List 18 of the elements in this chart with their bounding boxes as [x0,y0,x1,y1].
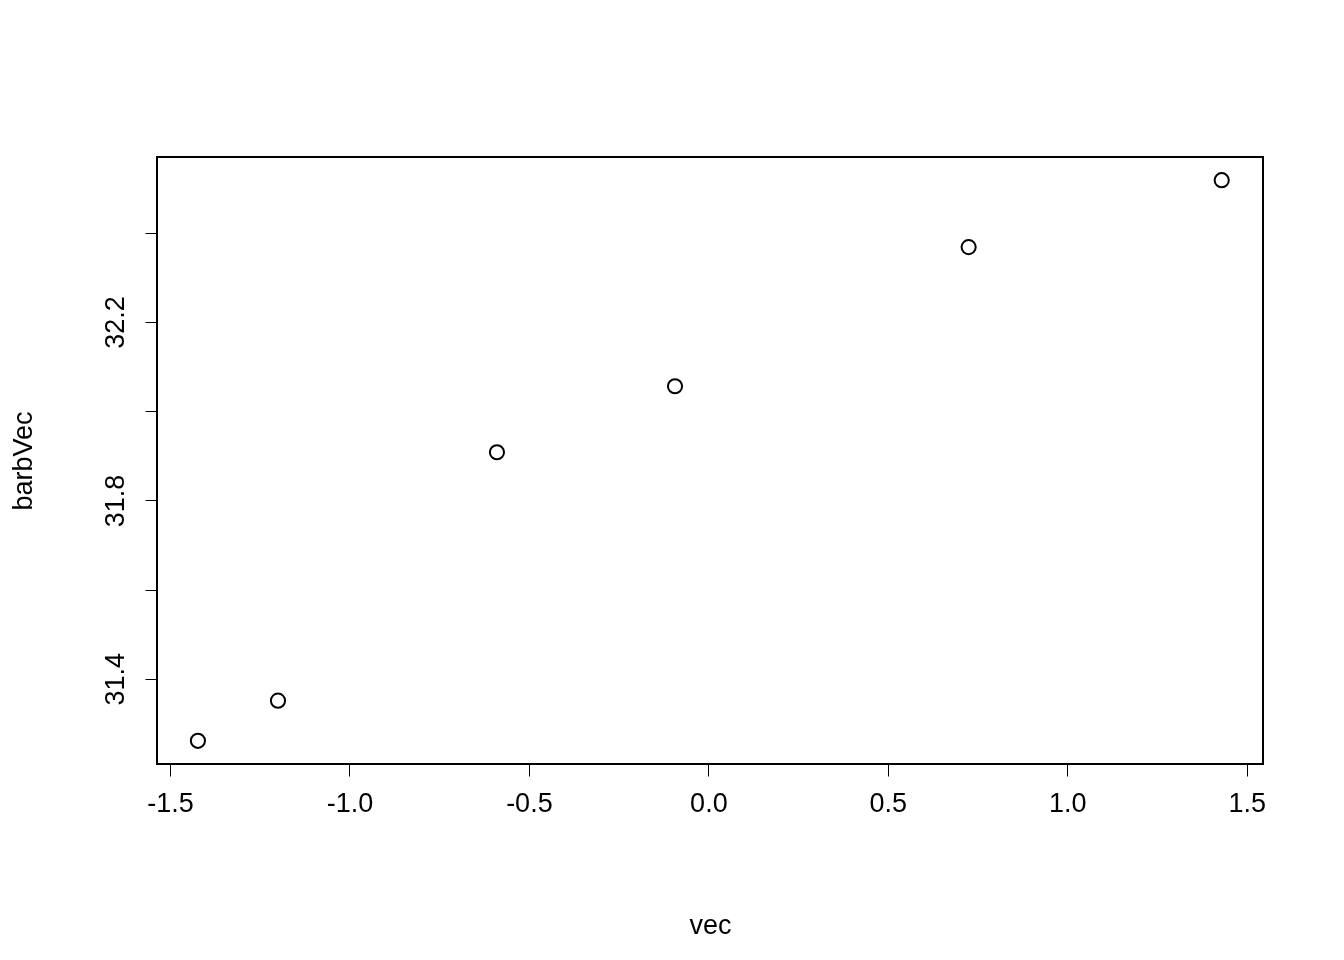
x-tick-label: 1.5 [1228,787,1267,818]
point [488,444,506,461]
point [666,378,684,395]
y-tick-label: 31.4 [99,653,130,706]
point [960,239,977,256]
point [269,692,287,709]
x-tick-label: -0.5 [506,787,553,818]
x-tick-label: 1.0 [1049,787,1087,818]
y-tick-label: 31.8 [99,474,130,528]
point [189,732,206,749]
x-tick-label: -1.5 [147,787,194,818]
x-tick-label: 0.0 [690,787,728,818]
x-axis-title: vec [689,909,732,940]
x-tick-label: 0.5 [869,787,908,818]
y-axis-title: barbVec [7,411,38,511]
y-tick-label: 32.2 [99,296,130,349]
point [1213,172,1230,189]
x-tick-label: -1.0 [326,787,374,818]
